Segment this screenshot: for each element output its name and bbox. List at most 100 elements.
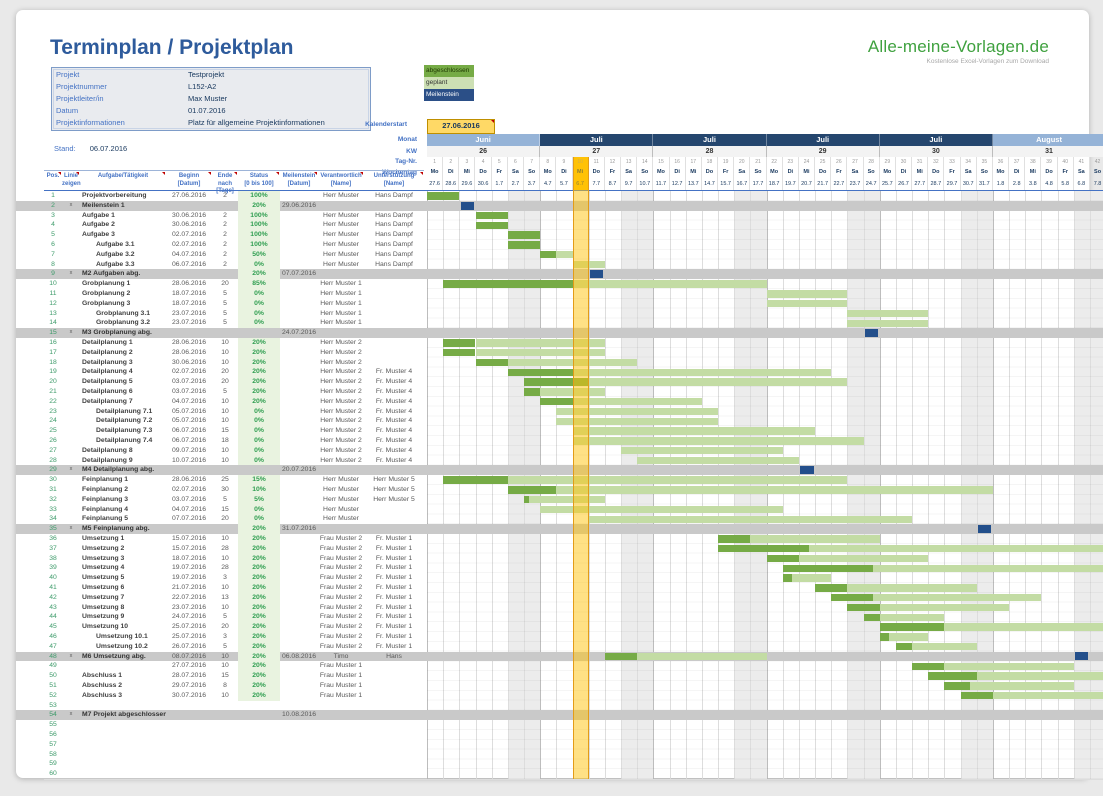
status-cell[interactable]: 0%	[238, 445, 280, 456]
pos-cell[interactable]: 41	[49, 584, 57, 591]
task-name-cell[interactable]: Detailplanung 1	[82, 339, 133, 346]
dauer-cell[interactable]: 20	[221, 368, 229, 376]
task-name-cell[interactable]: Umsetzung 9	[82, 613, 125, 621]
status-cell[interactable]: 20%	[238, 387, 280, 397]
task-name-cell[interactable]: Detailplanung 7.1	[96, 407, 153, 415]
task-name-cell[interactable]: Grobplanung 2	[82, 290, 131, 297]
dauer-cell[interactable]: 3	[223, 574, 227, 582]
table-row[interactable]: 43 Umsetzung 8 23.07.2016 10 20% Frau Muster …	[16, 602, 1103, 613]
pos-cell[interactable]: 27	[49, 446, 57, 454]
pos-cell[interactable]: 39	[49, 564, 57, 572]
table-row[interactable]: 28 Detailplanung 9 10.07.2016 10 0% Herr Must…	[16, 455, 1103, 466]
unterstuetzung-cell[interactable]: Hans Dampf	[375, 192, 413, 199]
pos-cell[interactable]: 35	[49, 525, 57, 533]
dauer-cell[interactable]: 5	[223, 642, 227, 650]
pos-cell[interactable]: 59	[49, 760, 57, 768]
unterstuetzung-cell[interactable]: Fr. Muster 1	[375, 642, 413, 650]
table-row[interactable]: 11 Grobplanung 2 18.07.2016 5 0% Herr Muster …	[16, 289, 1103, 299]
unterstuetzung-cell[interactable]: Fr. Muster 4	[375, 427, 413, 435]
status-cell[interactable]: 0%	[238, 455, 280, 466]
pos-cell[interactable]: 24	[49, 417, 57, 425]
begin-cell[interactable]: 10.07.2016	[171, 456, 207, 464]
status-cell[interactable]: 20%	[238, 690, 280, 701]
milestone-row[interactable]: 2 x Meilenstein 1 20% 29.06.2016	[16, 200, 1103, 211]
table-row[interactable]: 25 Detailplanung 7.3 06.07.2016 15 0% Herr Mu…	[16, 426, 1103, 436]
pos-cell[interactable]: 60	[49, 770, 57, 778]
pos-cell[interactable]: 5	[51, 231, 55, 239]
status-cell[interactable]: 20%	[238, 651, 280, 662]
pos-cell[interactable]: 18	[49, 358, 57, 366]
task-name-cell[interactable]: Feinplanung 3	[82, 495, 129, 503]
task-name-cell[interactable]: Umsetzung 6	[82, 584, 125, 591]
unterstuetzung-cell[interactable]: Fr. Muster 1	[375, 603, 413, 611]
table-row[interactable]: 59	[16, 759, 1103, 769]
meilenstein-date-cell[interactable]: 10.08.2016	[281, 711, 317, 719]
task-name-cell[interactable]: Meilenstein 1	[82, 201, 125, 209]
task-name-cell[interactable]: Feinplanung 4	[82, 505, 129, 513]
verantwortlich-cell[interactable]: Frau Muster 1	[319, 662, 363, 670]
table-row[interactable]: 7 Aufgabe 3.2 04.07.2016 2 50% Herr Muster Han…	[16, 249, 1103, 260]
verantwortlich-cell[interactable]: Frau Muster 2	[319, 633, 363, 640]
begin-cell[interactable]: 07.07.2016	[171, 515, 207, 523]
dauer-cell[interactable]: 2	[223, 231, 227, 239]
verantwortlich-cell[interactable]: Frau Muster 2	[319, 574, 363, 582]
status-cell[interactable]: 100%	[238, 220, 280, 231]
task-name-cell[interactable]: Abschluss 3	[82, 691, 123, 699]
unterstuetzung-cell[interactable]: Hans Dampf	[375, 211, 413, 219]
verantwortlich-cell[interactable]: Herr Muster 2	[320, 348, 362, 356]
unterstuetzung-cell[interactable]: Fr. Muster 4	[375, 388, 413, 395]
verantwortlich-cell[interactable]: Frau Muster 2	[319, 564, 363, 572]
table-row[interactable]: 27 Detailplanung 8 09.07.2016 10 0% Herr Must…	[16, 445, 1103, 456]
pos-cell[interactable]: 15	[49, 329, 57, 337]
pos-cell[interactable]: 22	[49, 397, 57, 405]
status-cell[interactable]: 0%	[238, 259, 280, 270]
task-name-cell[interactable]: Detailplanung 8	[82, 446, 133, 454]
pos-cell[interactable]: 17	[49, 348, 57, 356]
verantwortlich-cell[interactable]: Herr Muster	[323, 505, 359, 513]
status-cell[interactable]: 0%	[238, 436, 280, 446]
info-value[interactable]: Platz für allgemeine Projektinformatione…	[188, 118, 325, 127]
begin-cell[interactable]: 30.06.2016	[171, 221, 207, 229]
column-header[interactable]: Ende nach [Tage]	[212, 171, 238, 194]
linie-zeigen-cell[interactable]: x	[69, 466, 73, 473]
verantwortlich-cell[interactable]: Herr Muster 2	[320, 378, 362, 386]
pos-cell[interactable]: 30	[49, 476, 57, 484]
status-cell[interactable]: 20%	[238, 671, 280, 681]
verantwortlich-cell[interactable]: Herr Muster	[323, 241, 359, 248]
verantwortlich-cell[interactable]: Herr Muster 2	[320, 446, 362, 454]
task-name-cell[interactable]: Detailplanung 9	[82, 456, 133, 464]
table-row[interactable]: 49 27.07.2016 10 20% Frau Muster 1	[16, 661, 1103, 672]
pos-cell[interactable]: 50	[49, 672, 57, 680]
dauer-cell[interactable]: 2	[223, 260, 227, 268]
unterstuetzung-cell[interactable]: Fr. Muster 4	[375, 407, 413, 415]
begin-cell[interactable]: 04.07.2016	[171, 250, 207, 258]
unterstuetzung-cell[interactable]: Fr. Muster 1	[375, 613, 413, 621]
pos-cell[interactable]: 10	[49, 280, 57, 288]
table-row[interactable]: 41 Umsetzung 6 21.07.2016 10 20% Frau Muster …	[16, 583, 1103, 593]
table-row[interactable]: 60	[16, 769, 1103, 779]
status-cell[interactable]: 20%	[238, 563, 280, 574]
meilenstein-date-cell[interactable]: 07.07.2016	[281, 270, 317, 278]
unterstuetzung-cell[interactable]: Fr. Muster 4	[375, 437, 413, 444]
begin-cell[interactable]: 29.07.2016	[171, 682, 207, 689]
dauer-cell[interactable]: 28	[221, 564, 229, 572]
dauer-cell[interactable]: 2	[223, 250, 227, 258]
table-row[interactable]: 17 Detailplanung 2 28.06.2016 10 20% Herr Mus…	[16, 347, 1103, 358]
begin-cell[interactable]: 19.07.2016	[171, 564, 207, 572]
pos-cell[interactable]: 32	[49, 495, 57, 503]
task-name-cell[interactable]: Detailplanung 4	[82, 368, 133, 376]
pos-cell[interactable]: 26	[49, 437, 57, 444]
pos-cell[interactable]: 7	[51, 250, 55, 258]
status-cell[interactable]: 20%	[238, 269, 280, 280]
pos-cell[interactable]: 6	[51, 241, 55, 248]
dauer-cell[interactable]: 8	[223, 682, 227, 689]
table-row[interactable]: 6 Aufgabe 3.1 02.07.2016 2 100% Herr Muster Ha…	[16, 240, 1103, 250]
pos-cell[interactable]: 43	[49, 603, 57, 611]
kalenderstart-value[interactable]: 27.06.2016	[427, 119, 495, 134]
verantwortlich-cell[interactable]: Herr Muster 2	[320, 339, 362, 346]
status-cell[interactable]: 0%	[238, 308, 280, 319]
dauer-cell[interactable]: 15	[221, 427, 229, 435]
begin-cell[interactable]: 28.06.2016	[171, 348, 207, 356]
table-row[interactable]: 4 Aufgabe 2 30.06.2016 2 100% Herr Muster Hans…	[16, 220, 1103, 231]
table-row[interactable]: 8 Aufgabe 3.3 06.07.2016 2 0% Herr Muster Hans…	[16, 259, 1103, 270]
